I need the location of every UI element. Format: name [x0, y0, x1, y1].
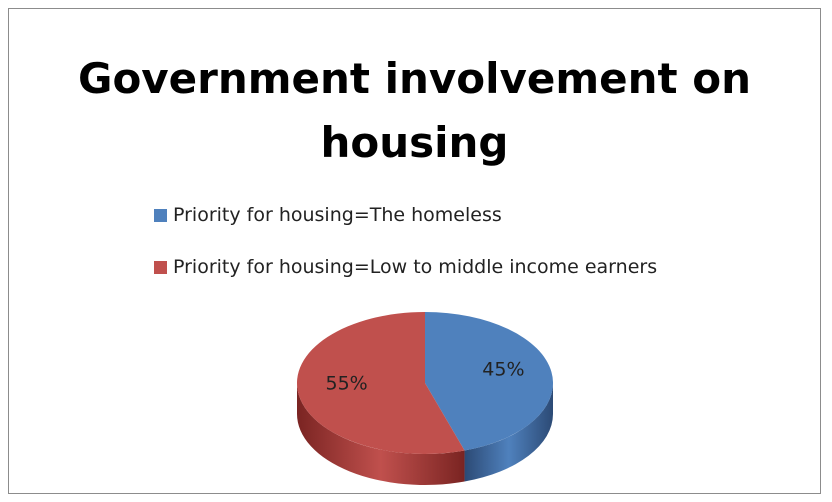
pie-side-1: [297, 383, 465, 486]
pie-data-label-0: 45%: [482, 359, 524, 381]
legend-swatch-homeless: [154, 208, 167, 222]
legend-item-low-middle-income: Priority for housing=Low to middle incom…: [154, 241, 657, 293]
pie-side-0: [464, 383, 553, 482]
legend-swatch-low-middle-income: [154, 260, 167, 274]
legend-item-homeless: Priority for housing=The homeless: [154, 189, 657, 241]
pie-slice-1: [297, 312, 465, 455]
pie-slice-0: [425, 312, 553, 451]
legend-label-low-middle-income: Priority for housing=Low to middle incom…: [173, 256, 658, 278]
pie-chart: 45% 55%: [297, 312, 553, 486]
chart-area: Government involvement on housing Priori…: [8, 8, 821, 494]
legend: Priority for housing=The homeless Priori…: [154, 189, 657, 293]
legend-label-homeless: Priority for housing=The homeless: [173, 204, 502, 226]
chart-title: Government involvement on housing: [77, 54, 752, 167]
pie-data-label-1: 55%: [325, 372, 367, 394]
